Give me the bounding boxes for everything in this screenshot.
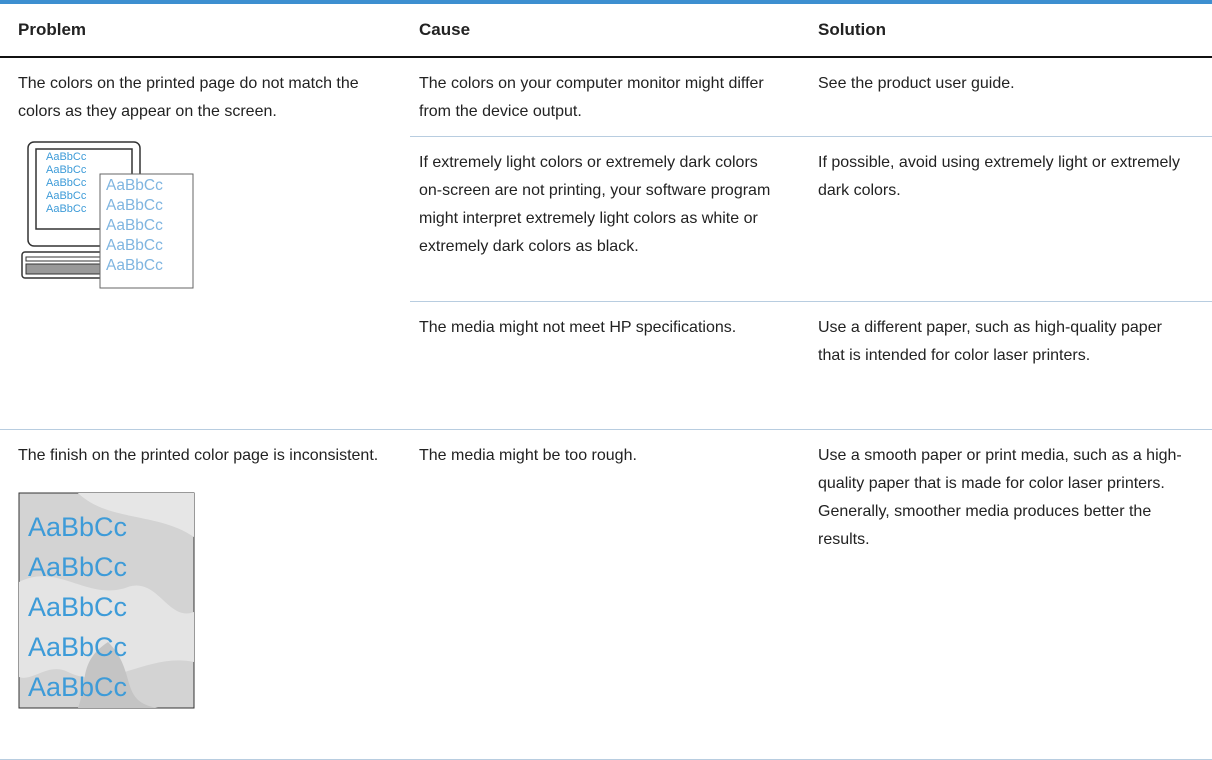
- header-row: Problem Cause Solution: [0, 2, 1212, 58]
- illustration-text: AaBbCc: [106, 257, 163, 274]
- row: The colors on the printed page do not ma…: [0, 57, 1212, 430]
- header-cell: Problem: [0, 2, 410, 58]
- illustration-text: AaBbCc: [28, 512, 127, 542]
- solution-cell: See the product user guide.: [809, 57, 1212, 137]
- cause-cell: If extremely light colors or extremely d…: [410, 136, 809, 302]
- illustration-text: AaBbCc: [46, 203, 87, 215]
- cause-cell: The media might be too rough.: [410, 429, 809, 760]
- illustration-text: AaBbCc: [106, 197, 163, 214]
- row: If extremely light colors or extremely d…: [0, 136, 1212, 302]
- illustration-text: AaBbCc: [28, 592, 127, 622]
- cause-cell: The colors on your computer monitor migh…: [410, 57, 809, 137]
- cause-cell: The media might not meet HP specificatio…: [410, 301, 809, 430]
- illustration-text: AaBbCc: [46, 177, 87, 189]
- illustration-text: AaBbCc: [46, 164, 87, 176]
- page-illustration: AaBbCc AaBbCc AaBbCc AaBbCc AaBbCc: [18, 492, 195, 709]
- illustration-text: AaBbCc: [106, 237, 163, 254]
- illustration-text: AaBbCc: [46, 190, 87, 202]
- header-cell: Cause: [410, 2, 809, 58]
- solution-cell: If possible, avoid using extremely light…: [809, 136, 1212, 302]
- problem-text: The colors on the printed page do not ma…: [18, 75, 359, 120]
- illustration-text: AaBbCc: [46, 151, 87, 163]
- row: The media might not meet HP specificatio…: [0, 301, 1212, 430]
- solution-cell: Use a smooth paper or print media, such …: [809, 429, 1212, 760]
- header-cell: Solution: [809, 2, 1212, 58]
- illustration-text: AaBbCc: [28, 552, 127, 582]
- illustration-text: AaBbCc: [106, 177, 163, 194]
- row: The finish on the printed color page is …: [0, 429, 1212, 760]
- solution-cell: Use a different paper, such as high-qual…: [809, 301, 1212, 430]
- problem-cell: The colors on the printed page do not ma…: [0, 57, 410, 430]
- illustration-text: AaBbCc: [28, 632, 127, 662]
- illustration-text: AaBbCc: [106, 217, 163, 234]
- illustration-text: AaBbCc: [28, 672, 127, 702]
- monitor-illustration: AaBbCc AaBbCc AaBbCc AaBbCc AaBbCc AaBbC…: [21, 141, 194, 289]
- problem-cell: The finish on the printed color page is …: [0, 429, 410, 760]
- problem-text: The finish on the printed color page is …: [18, 447, 379, 464]
